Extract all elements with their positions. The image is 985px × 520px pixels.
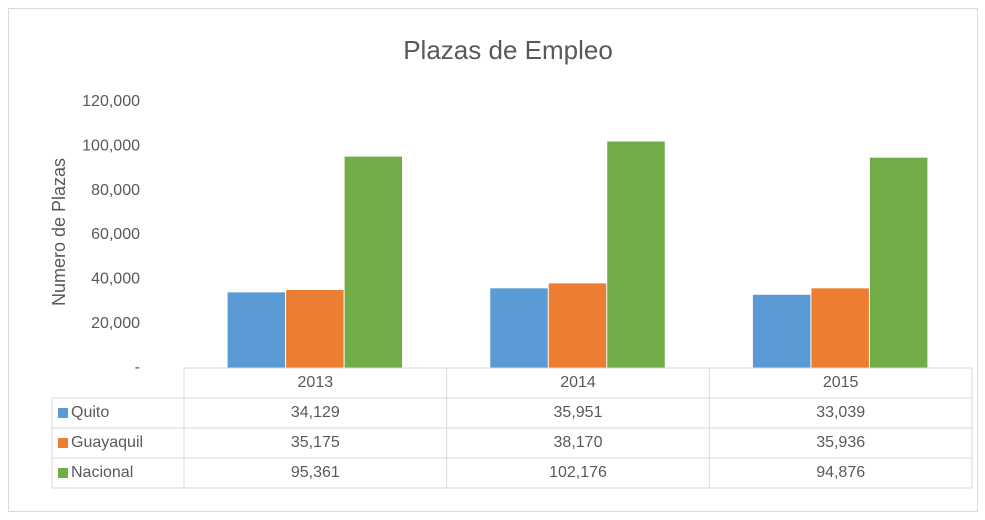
bar [869, 157, 928, 368]
table-value: 95,361 [291, 464, 340, 481]
legend-label: Guayaquil [71, 434, 143, 451]
table-value: 102,176 [549, 464, 607, 481]
bar [607, 141, 665, 368]
bar [490, 288, 548, 368]
legend-key [58, 438, 68, 448]
x-tick-label: 2015 [823, 374, 859, 391]
table-value: 35,951 [554, 404, 603, 421]
bar [227, 292, 286, 368]
table-value: 35,175 [291, 434, 340, 451]
bar [548, 283, 607, 368]
bar [286, 290, 344, 368]
table-value: 33,039 [816, 404, 865, 421]
legend-label: Quito [71, 404, 109, 421]
table-value: 38,170 [554, 434, 603, 451]
bar [344, 156, 403, 368]
x-tick-label: 2014 [560, 374, 596, 391]
table-value: 35,936 [816, 434, 865, 451]
x-tick-label: 2013 [298, 374, 334, 391]
y-tick-label: 80,000 [91, 182, 140, 199]
legend-key [58, 408, 68, 418]
y-tick-label: 100,000 [82, 138, 140, 155]
bar [752, 294, 811, 368]
chart-title: Plazas de Empleo [403, 35, 613, 65]
y-axis-label: Numero de Plazas [49, 158, 69, 306]
legend-label: Nacional [71, 464, 133, 481]
table-value: 34,129 [291, 404, 340, 421]
bar [811, 288, 869, 368]
legend-key [58, 468, 68, 478]
y-tick-label: 40,000 [91, 271, 140, 288]
y-tick-label: - [135, 359, 140, 376]
y-tick-label: 120,000 [82, 93, 140, 110]
table-value: 94,876 [816, 464, 865, 481]
y-tick-label: 60,000 [91, 226, 140, 243]
y-tick-label: 20,000 [91, 315, 140, 332]
